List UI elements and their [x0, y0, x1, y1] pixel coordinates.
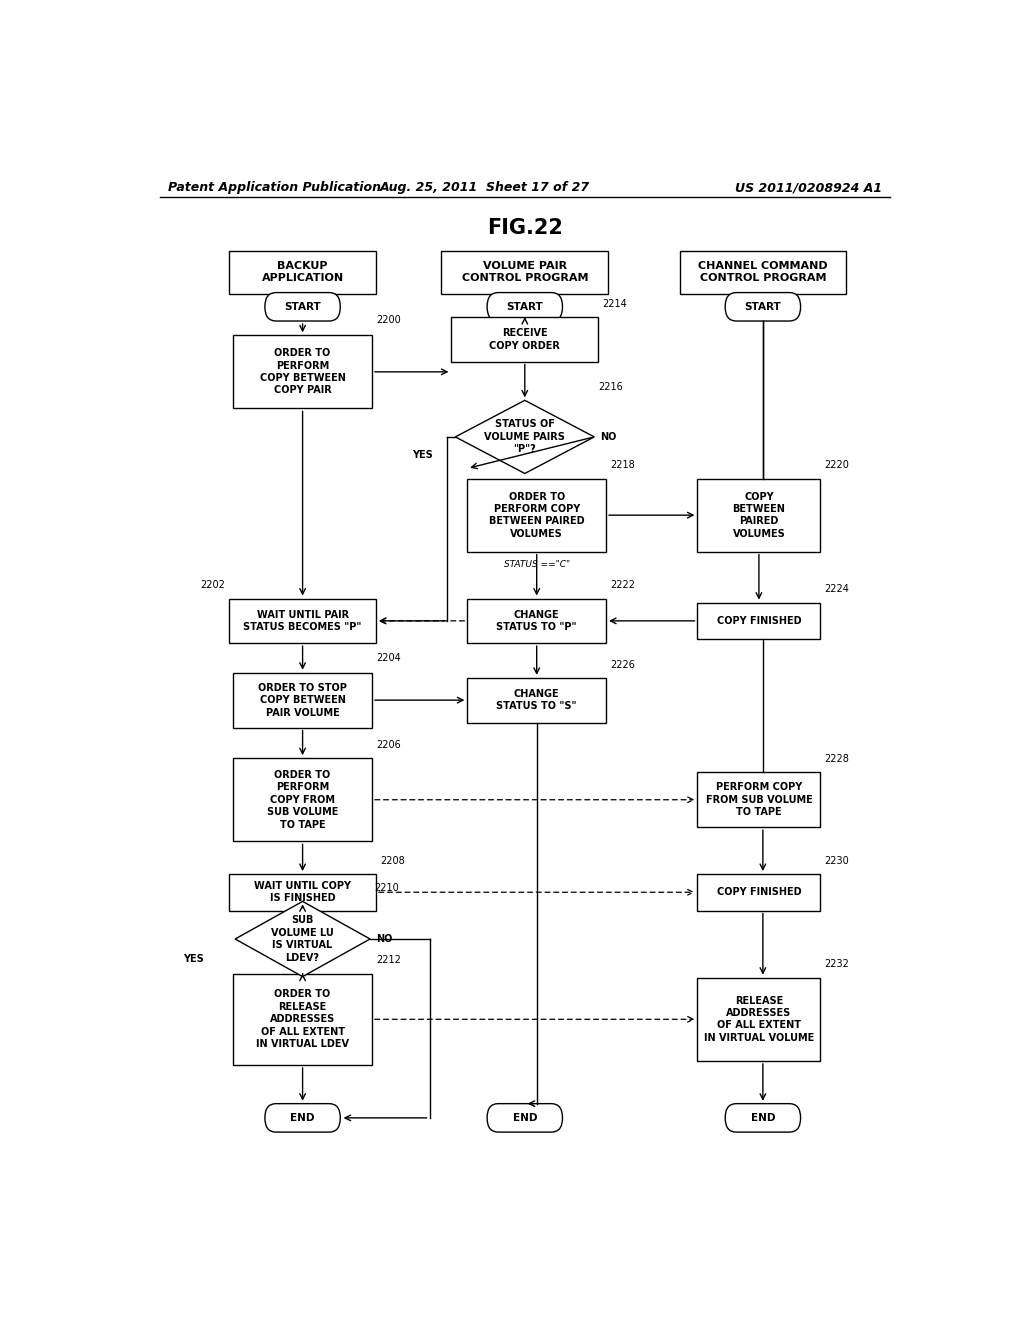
Text: END: END — [751, 1113, 775, 1123]
Text: 2226: 2226 — [610, 660, 635, 669]
FancyBboxPatch shape — [233, 974, 372, 1065]
FancyBboxPatch shape — [487, 293, 562, 321]
Text: END: END — [513, 1113, 537, 1123]
Text: COPY FINISHED: COPY FINISHED — [717, 616, 801, 626]
Text: 2224: 2224 — [824, 585, 849, 594]
Text: VOLUME PAIR
CONTROL PROGRAM: VOLUME PAIR CONTROL PROGRAM — [462, 261, 588, 284]
Text: ORDER TO
PERFORM
COPY BETWEEN
COPY PAIR: ORDER TO PERFORM COPY BETWEEN COPY PAIR — [260, 348, 345, 396]
Text: US 2011/0208924 A1: US 2011/0208924 A1 — [735, 181, 882, 194]
Text: 2210: 2210 — [374, 883, 398, 894]
FancyBboxPatch shape — [233, 335, 372, 408]
FancyBboxPatch shape — [487, 1104, 562, 1133]
Text: ORDER TO
PERFORM
COPY FROM
SUB VOLUME
TO TAPE: ORDER TO PERFORM COPY FROM SUB VOLUME TO… — [267, 770, 338, 829]
FancyBboxPatch shape — [725, 1104, 801, 1133]
Text: YES: YES — [412, 450, 432, 461]
Text: 2232: 2232 — [824, 960, 849, 969]
Text: BACKUP
APPLICATION: BACKUP APPLICATION — [261, 261, 344, 284]
Text: 2222: 2222 — [610, 581, 635, 590]
Text: START: START — [285, 302, 321, 312]
Text: END: END — [291, 1113, 314, 1123]
Text: 2220: 2220 — [824, 461, 849, 470]
Text: 2218: 2218 — [610, 461, 635, 470]
FancyBboxPatch shape — [697, 874, 820, 911]
FancyBboxPatch shape — [697, 978, 820, 1061]
FancyBboxPatch shape — [233, 758, 372, 841]
Text: FIG.22: FIG.22 — [486, 218, 563, 238]
Text: STATUS OF
VOLUME PAIRS
"P"?: STATUS OF VOLUME PAIRS "P"? — [484, 420, 565, 454]
Text: STATUS =="C": STATUS =="C" — [504, 561, 569, 569]
FancyBboxPatch shape — [697, 602, 820, 639]
Text: COPY
BETWEEN
PAIRED
VOLUMES: COPY BETWEEN PAIRED VOLUMES — [732, 491, 785, 539]
FancyBboxPatch shape — [467, 598, 606, 643]
Text: 2216: 2216 — [598, 381, 623, 392]
Text: NO: NO — [377, 935, 393, 944]
Text: 2200: 2200 — [376, 315, 400, 325]
FancyBboxPatch shape — [229, 251, 376, 293]
Text: CHANGE
STATUS TO "P": CHANGE STATUS TO "P" — [497, 610, 577, 632]
Text: START: START — [744, 302, 781, 312]
Text: ORDER TO STOP
COPY BETWEEN
PAIR VOLUME: ORDER TO STOP COPY BETWEEN PAIR VOLUME — [258, 682, 347, 718]
Text: NO: NO — [601, 432, 617, 442]
Text: START: START — [507, 302, 543, 312]
FancyBboxPatch shape — [697, 479, 820, 552]
Text: YES: YES — [183, 954, 205, 965]
FancyBboxPatch shape — [265, 1104, 340, 1133]
FancyBboxPatch shape — [467, 479, 606, 552]
FancyBboxPatch shape — [680, 251, 846, 293]
Text: 2212: 2212 — [376, 956, 400, 965]
FancyBboxPatch shape — [441, 251, 608, 293]
FancyBboxPatch shape — [233, 673, 372, 727]
FancyBboxPatch shape — [265, 293, 340, 321]
Text: 2204: 2204 — [376, 652, 400, 663]
Text: Aug. 25, 2011  Sheet 17 of 27: Aug. 25, 2011 Sheet 17 of 27 — [380, 181, 590, 194]
Text: 2230: 2230 — [824, 855, 849, 866]
Text: WAIT UNTIL COPY
IS FINISHED: WAIT UNTIL COPY IS FINISHED — [254, 880, 351, 903]
Polygon shape — [456, 400, 594, 474]
FancyBboxPatch shape — [697, 772, 820, 828]
Text: RECEIVE
COPY ORDER: RECEIVE COPY ORDER — [489, 329, 560, 351]
Polygon shape — [236, 902, 370, 977]
FancyBboxPatch shape — [229, 874, 376, 911]
Text: 2208: 2208 — [380, 855, 404, 866]
Text: Patent Application Publication: Patent Application Publication — [168, 181, 381, 194]
Text: ORDER TO
RELEASE
ADDRESSES
OF ALL EXTENT
IN VIRTUAL LDEV: ORDER TO RELEASE ADDRESSES OF ALL EXTENT… — [256, 990, 349, 1049]
Text: SUB
VOLUME LU
IS VIRTUAL
LDEV?: SUB VOLUME LU IS VIRTUAL LDEV? — [271, 915, 334, 962]
Text: 2214: 2214 — [602, 298, 627, 309]
Text: WAIT UNTIL PAIR
STATUS BECOMES "P": WAIT UNTIL PAIR STATUS BECOMES "P" — [244, 610, 361, 632]
FancyBboxPatch shape — [452, 317, 598, 362]
Text: RELEASE
ADDRESSES
OF ALL EXTENT
IN VIRTUAL VOLUME: RELEASE ADDRESSES OF ALL EXTENT IN VIRTU… — [703, 995, 814, 1043]
Text: ORDER TO
PERFORM COPY
BETWEEN PAIRED
VOLUMES: ORDER TO PERFORM COPY BETWEEN PAIRED VOL… — [488, 491, 585, 539]
FancyBboxPatch shape — [725, 293, 801, 321]
FancyBboxPatch shape — [229, 598, 376, 643]
Text: COPY FINISHED: COPY FINISHED — [717, 887, 801, 898]
Text: PERFORM COPY
FROM SUB VOLUME
TO TAPE: PERFORM COPY FROM SUB VOLUME TO TAPE — [706, 783, 812, 817]
Text: 2228: 2228 — [824, 754, 849, 764]
Text: CHANGE
STATUS TO "S": CHANGE STATUS TO "S" — [497, 689, 577, 711]
Text: 2202: 2202 — [201, 581, 225, 590]
FancyBboxPatch shape — [467, 677, 606, 722]
Text: 2206: 2206 — [376, 741, 400, 750]
Text: CHANNEL COMMAND
CONTROL PROGRAM: CHANNEL COMMAND CONTROL PROGRAM — [698, 261, 827, 284]
